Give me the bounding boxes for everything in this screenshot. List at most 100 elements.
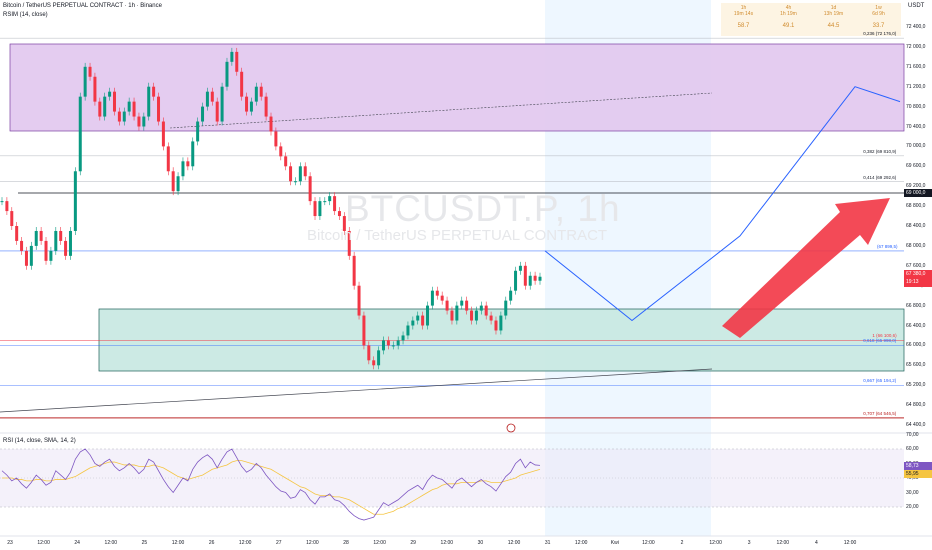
candle-body xyxy=(455,305,459,321)
candle-body xyxy=(88,66,92,77)
candle-body xyxy=(328,196,332,202)
time-tick-label: 4 xyxy=(815,540,818,546)
time-tick-label: 12:00 xyxy=(642,540,655,546)
price-tick-label: 70 000,0 xyxy=(906,143,926,150)
candle-body xyxy=(132,101,136,117)
candle-body xyxy=(152,86,156,97)
candle-body xyxy=(5,201,9,212)
rsi-value-badge: 58,73 xyxy=(904,462,932,470)
rsim-tf: 4h xyxy=(785,5,792,11)
candle-body xyxy=(342,216,346,231)
candle-body xyxy=(377,350,381,366)
candle-body xyxy=(44,240,48,261)
candle-body xyxy=(122,111,126,122)
candle-body xyxy=(430,290,434,306)
candle-body xyxy=(499,315,503,331)
candle-body xyxy=(259,86,263,97)
candle-body xyxy=(147,86,151,117)
fib-level-label: 0,707 (64 546,5) xyxy=(863,410,897,416)
time-tick-label: 2 xyxy=(680,540,684,546)
watermark-name: Bitcoin / TetherUS PERPETUAL CONTRACT xyxy=(307,227,608,244)
candle-body xyxy=(196,121,200,142)
candle-body xyxy=(220,86,224,122)
time-tick-label: 26 xyxy=(208,540,215,546)
rsi-tick-label: 20,00 xyxy=(906,504,919,510)
time-tick-label: 12:00 xyxy=(37,540,50,546)
time-tick-label: 12:00 xyxy=(306,540,319,546)
rsim-time: 19m 14s xyxy=(733,11,754,17)
candle-body xyxy=(357,285,361,316)
candle-body xyxy=(108,91,112,97)
watermark-ticker: BTCUSDT.P, 1h xyxy=(345,188,621,229)
candle-body xyxy=(367,345,371,361)
candle-body xyxy=(83,66,87,97)
time-tick-label: 12:00 xyxy=(171,540,185,546)
candle-body xyxy=(509,290,513,301)
price-tick-label: 67 600,0 xyxy=(906,262,926,269)
candle-body xyxy=(103,96,107,117)
candle-body xyxy=(372,360,376,366)
candle-body xyxy=(93,76,97,102)
candle-body xyxy=(161,121,165,147)
fib-level-label: 1 (66 100,6) xyxy=(872,333,897,339)
candle-body xyxy=(523,265,527,286)
candle-body xyxy=(215,101,219,122)
candle-body xyxy=(98,101,102,117)
time-tick-label: 28 xyxy=(343,540,349,546)
price-tick-label: 64 800,0 xyxy=(906,402,926,409)
rsim-value: 49.1 xyxy=(782,23,795,29)
rsim-col: 1h 19m 14s 58.7 xyxy=(721,3,766,36)
fib-level-label: 0,236 (72 176,0) xyxy=(863,31,897,37)
candle-body xyxy=(489,315,493,321)
candle-body xyxy=(533,275,537,281)
candle-body xyxy=(157,96,161,122)
candle-body xyxy=(230,51,234,62)
candle-body xyxy=(10,211,14,226)
candle-body xyxy=(166,146,170,172)
price-tick-label: 72 000,0 xyxy=(906,43,926,50)
time-tick-label: 12:00 xyxy=(574,540,588,546)
candle-body xyxy=(181,161,185,177)
rsi-tick-label: 60,00 xyxy=(906,446,919,453)
candle-body xyxy=(426,305,430,326)
candle-body xyxy=(171,171,175,192)
price-tick-label: 68 800,0 xyxy=(906,203,926,210)
candle-body xyxy=(176,176,180,192)
candle-body xyxy=(460,300,464,306)
candle-body xyxy=(450,310,454,321)
candle-body xyxy=(54,230,58,251)
candle-body xyxy=(333,196,337,212)
candle-body xyxy=(24,250,28,266)
candle-body xyxy=(440,295,444,301)
rsim-table: 1h 19m 14s 58.7 4h 1h 19m 49.1 1d 13h 19… xyxy=(721,3,901,36)
alert-icon xyxy=(506,423,516,433)
candle-body xyxy=(386,340,390,346)
rsim-time: 13h 19m xyxy=(823,11,844,17)
rsim-col: 1w 6d 9h 33.7 xyxy=(856,3,901,36)
candle-body xyxy=(416,315,420,321)
indicator-title: RSIM (14, close) xyxy=(3,12,48,18)
candle-body xyxy=(514,270,518,291)
candle-body xyxy=(142,116,146,127)
price-tick-label: 64 400,0 xyxy=(906,422,926,428)
candle-body xyxy=(318,201,322,217)
price-tick-label: 70 400,0 xyxy=(906,123,926,130)
time-tick-label: 12:00 xyxy=(440,540,454,546)
time-tick-label: 30 xyxy=(477,540,484,546)
price-tick-label: 66 400,0 xyxy=(906,322,926,329)
candle-body xyxy=(391,345,395,347)
candle-body xyxy=(411,320,415,326)
time-tick-label: 12:00 xyxy=(373,540,386,546)
price-tick-label: 68 000,0 xyxy=(906,242,926,249)
rsim-tf: 1w xyxy=(875,5,882,11)
candle-body xyxy=(64,240,68,256)
fib-level-label: 0,667 (65 194,2) xyxy=(863,378,897,384)
candle-body xyxy=(201,106,205,122)
price-tick-label: 70 800,0 xyxy=(906,103,926,110)
time-tick-label: 25 xyxy=(141,540,148,546)
time-tick-label: 3 xyxy=(747,540,751,546)
candle-body xyxy=(494,320,498,331)
candle-body xyxy=(186,161,190,167)
